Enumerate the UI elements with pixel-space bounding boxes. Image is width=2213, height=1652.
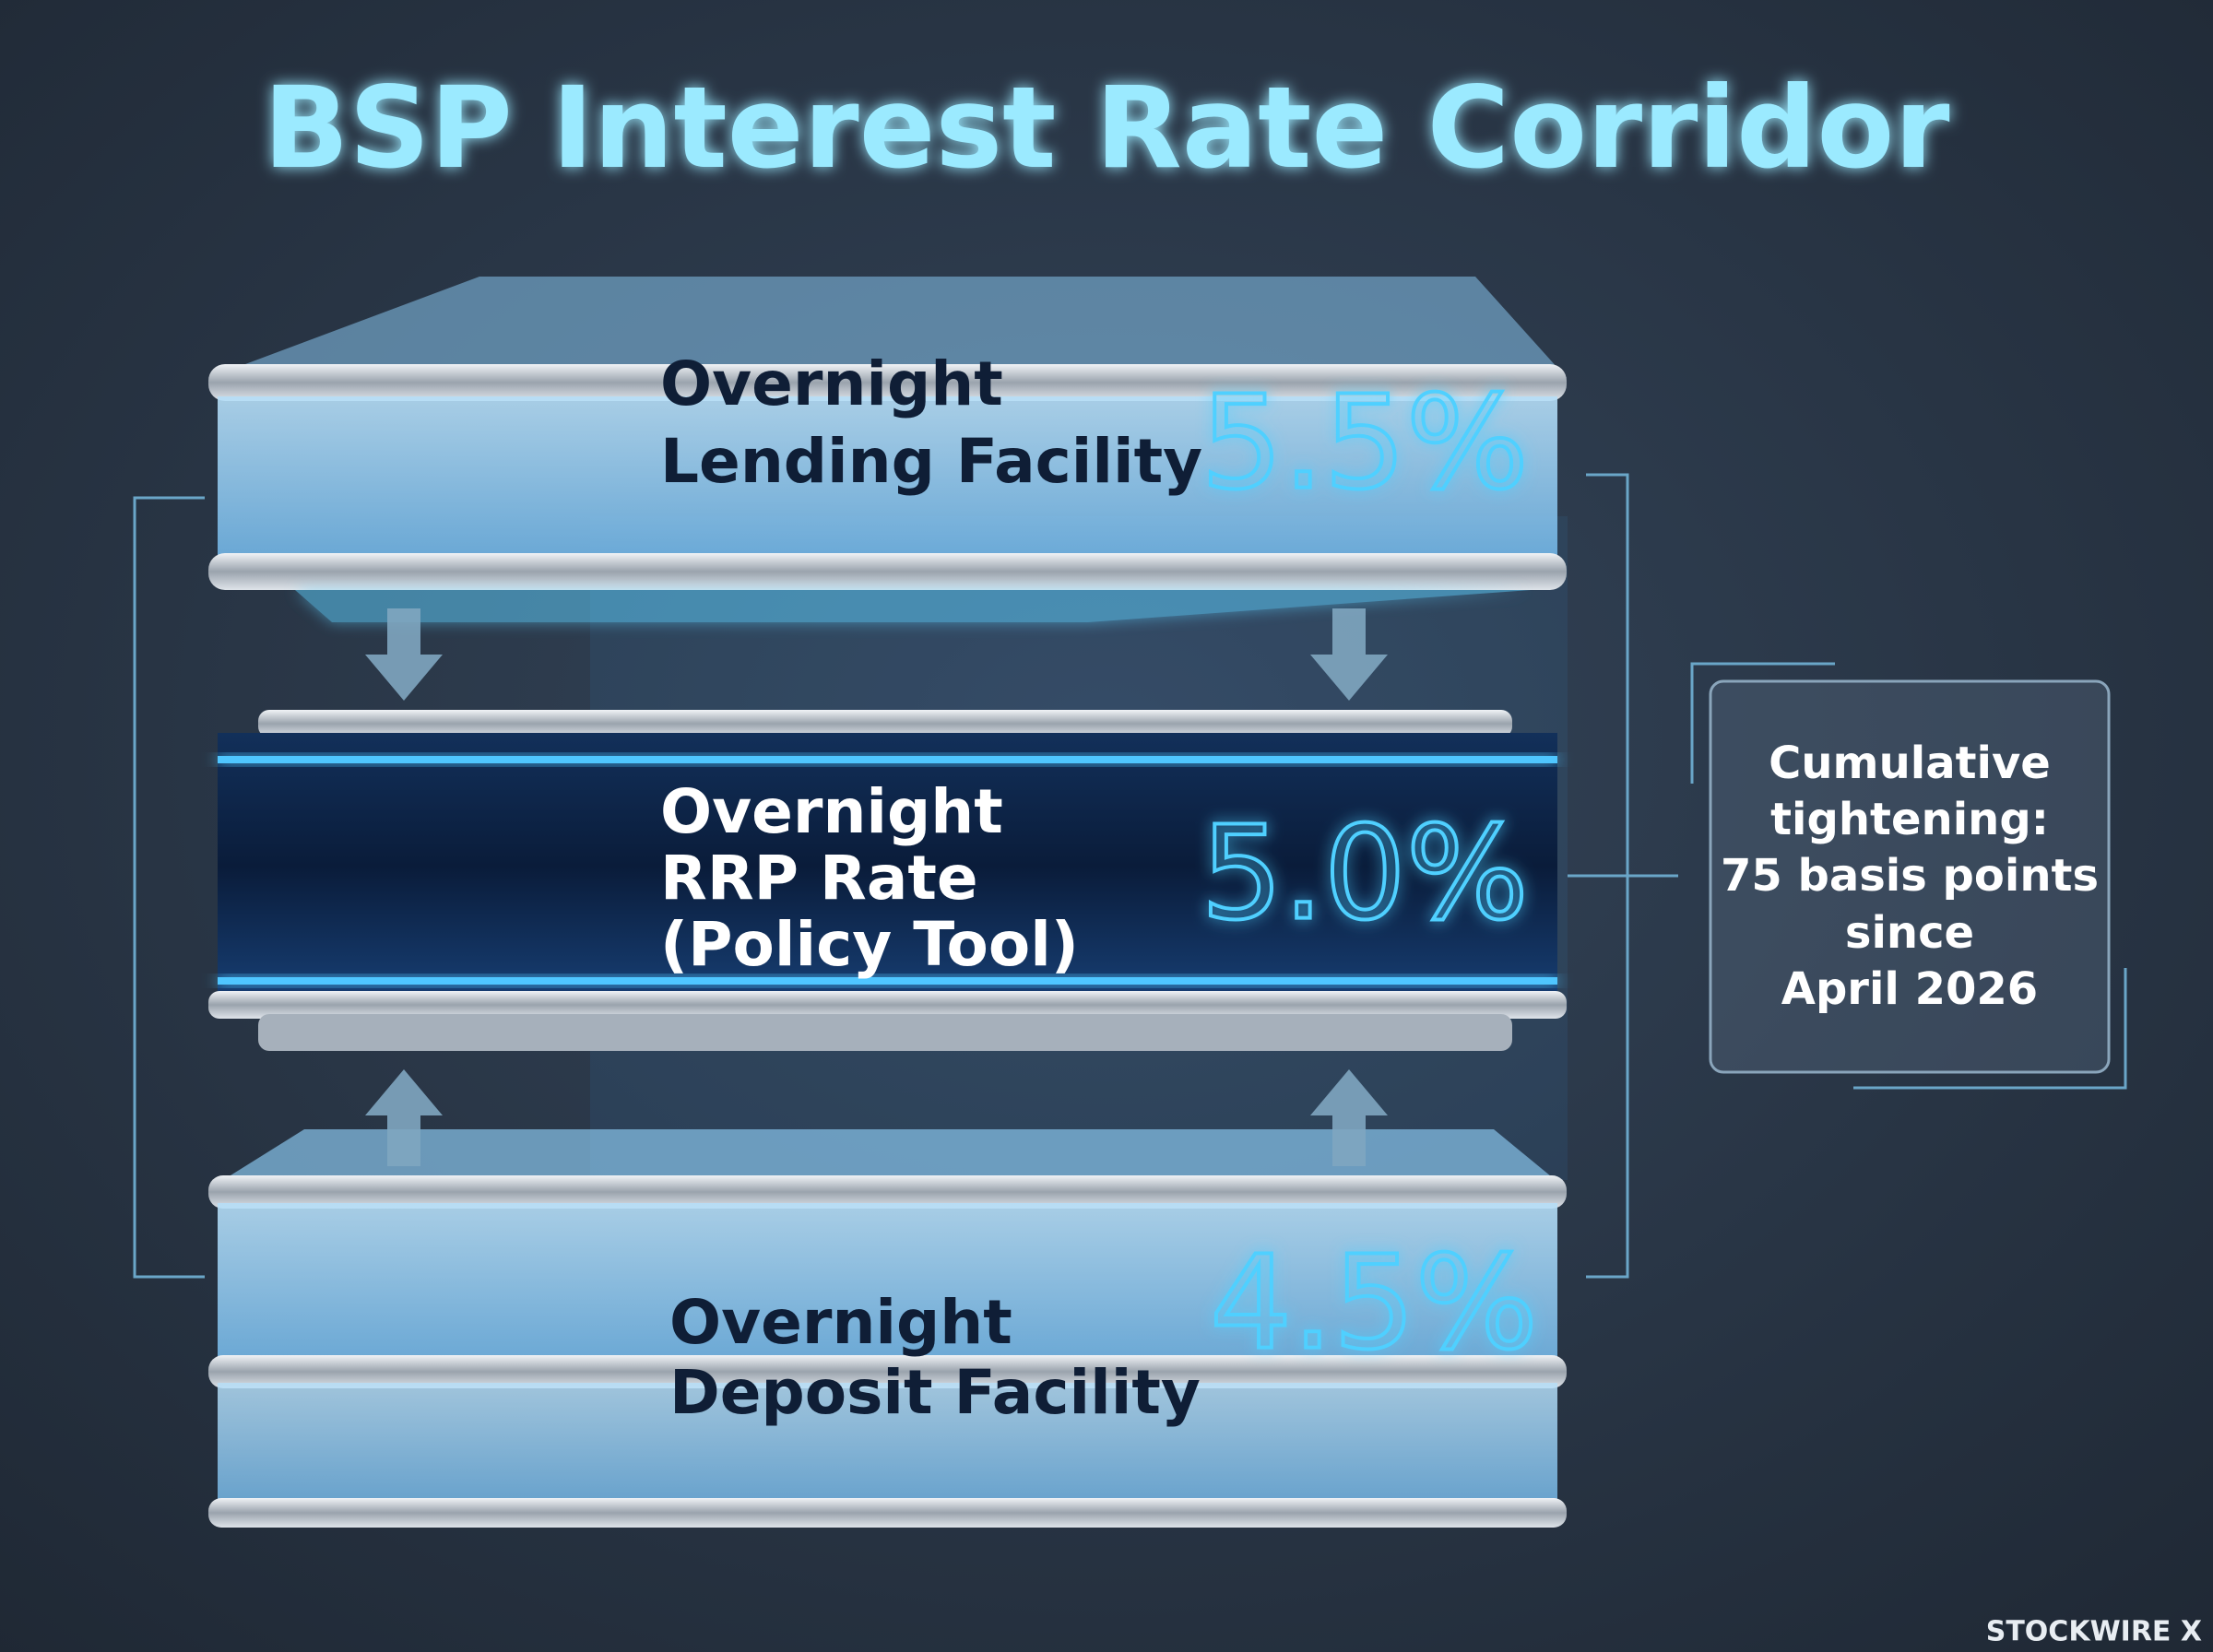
tier-rate: 4.5% [1210,1229,1538,1379]
tier-label: (Policy Tool) [660,909,1079,980]
brand: STOCKWIRE X [1986,1616,2202,1648]
tier-label: Overnight [660,348,1003,419]
slab-glow-line [218,756,1557,763]
slab-top [218,396,1557,562]
note-line: since [1845,907,1974,959]
note-box [1709,679,2111,1074]
slab-rim [208,1355,1567,1388]
arrows [365,608,1388,1166]
slab-top-face [208,1129,1567,1189]
note-connector [1690,662,1835,784]
title: BSP Interest Rate Corridor [264,63,1950,194]
slab-rim [208,364,1567,401]
slab-middle [218,733,1557,1000]
tier-rate: 5.5% [1201,369,1529,519]
note-line: Cumulative [1769,738,2051,789]
tier-label: Deposit Facility [669,1357,1201,1428]
tier-rate: 5.0% [1201,799,1529,950]
slab-rim [208,1175,1567,1209]
slab-bottom [218,1203,1557,1369]
slab-rim [258,710,1512,738]
left-bracket [133,496,205,1279]
slab-glow-line [218,977,1557,985]
slab-rim [208,553,1567,590]
note-line: 75 basis points [1721,850,2099,902]
tier-label: Lending Facility [660,426,1202,497]
tier-label: RRP Rate [660,843,978,914]
slab-top-face [208,277,1567,378]
note-connector [1853,968,2127,1090]
note-line: tightening: [1770,794,2049,845]
note-line: April 2026 [1781,963,2038,1015]
slab-rim [258,1014,1512,1051]
slab-rim [208,1498,1567,1528]
tier-label: Overnight [669,1287,1012,1358]
slab-glow [295,590,1531,622]
slab-bottom [218,1383,1557,1512]
tier-label: Overnight [660,776,1003,847]
slab-rim [208,991,1567,1019]
